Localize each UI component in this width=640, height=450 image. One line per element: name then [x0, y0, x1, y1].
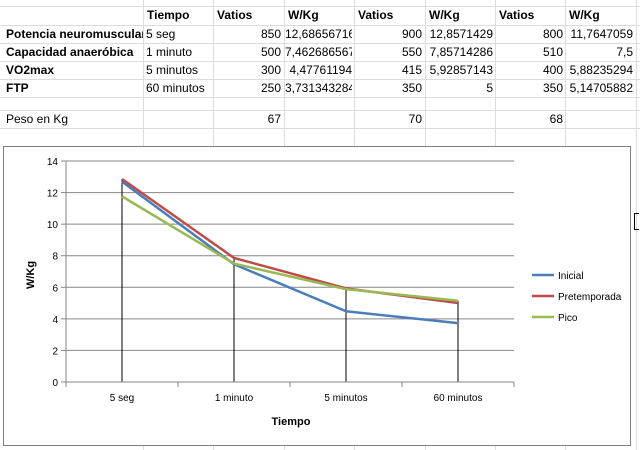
cell-vatios[interactable]: 510	[542, 45, 563, 59]
y-tick-label: 2	[52, 346, 58, 357]
x-tick-label: 5 minutos	[324, 393, 367, 404]
cell-wkg[interactable]: 7,462686567	[285, 45, 352, 59]
cursor-bracket-icon	[634, 213, 639, 230]
cell-wkg[interactable]: 7,5	[616, 45, 633, 59]
cell-wkg[interactable]: 5,88235294	[569, 63, 633, 77]
header-vatios-2[interactable]: Vatios	[358, 8, 394, 22]
chart-legend: Inicial Pretemporada Pico	[532, 271, 622, 324]
cell-wkg[interactable]: 5,14705882	[569, 81, 633, 95]
peso-value[interactable]: 68	[549, 112, 563, 126]
cell-vatios[interactable]: 300	[260, 63, 281, 77]
cell-wkg[interactable]: 3,731343284	[285, 81, 352, 95]
row-divider	[0, 110, 640, 111]
row-divider	[0, 43, 640, 44]
y-tick-label: 6	[52, 283, 58, 294]
column-divider	[636, 0, 637, 450]
cell-tiempo[interactable]: 1 minuto	[146, 45, 193, 59]
header-wkg-1[interactable]: W/Kg	[288, 8, 319, 22]
cell-wkg[interactable]: 12,8571429	[429, 27, 493, 41]
x-tick-label: 60 minutos	[434, 393, 483, 404]
row-divider	[0, 128, 640, 129]
cell-vatios[interactable]: 250	[260, 81, 281, 95]
legend-label: Pretemporada	[558, 292, 622, 303]
cell-vatios[interactable]: 550	[401, 45, 422, 59]
row-label[interactable]: FTP	[6, 81, 29, 95]
cell-vatios[interactable]: 800	[542, 27, 563, 41]
row-label[interactable]: Potencia neuromuscular	[6, 27, 143, 41]
x-tick-label: 5 seg	[110, 393, 134, 404]
y-tick-label: 4	[52, 315, 58, 326]
cell-vatios[interactable]: 850	[260, 27, 281, 41]
series-line-pretemporada	[121, 177, 459, 305]
y-tick-label: 8	[52, 252, 58, 263]
cell-vatios[interactable]: 500	[260, 45, 281, 59]
cell-wkg[interactable]: 11,7647059	[570, 27, 633, 41]
cell-vatios[interactable]: 400	[542, 63, 563, 77]
cell-tiempo[interactable]: 5 minutos	[146, 63, 199, 77]
cell-wkg[interactable]: 7,85714286	[429, 45, 493, 59]
y-tick-label: 14	[47, 157, 59, 168]
row-divider	[0, 61, 640, 62]
cell-tiempo[interactable]: 5 seg	[146, 27, 176, 41]
row-divider	[0, 6, 640, 7]
y-tick-label: 0	[52, 378, 58, 389]
chart-series	[121, 177, 459, 325]
series-line-pico	[121, 195, 459, 302]
row-divider	[0, 79, 640, 80]
row-divider	[0, 97, 640, 98]
x-tick-label: 1 minuto	[215, 393, 254, 404]
chart-drop-lines	[121, 178, 459, 382]
cell-vatios[interactable]: 350	[401, 81, 422, 95]
header-vatios-1[interactable]: Vatios	[217, 8, 253, 22]
x-axis-label: Tiempo	[272, 416, 311, 428]
peso-value[interactable]: 67	[267, 112, 281, 126]
header-tiempo[interactable]: Tiempo	[147, 8, 190, 22]
legend-label: Inicial	[558, 271, 584, 282]
cell-wkg[interactable]: 5,92857143	[429, 63, 493, 77]
peso-label[interactable]: Peso en Kg	[6, 112, 69, 126]
peso-value[interactable]: 70	[408, 112, 422, 126]
header-vatios-3[interactable]: Vatios	[499, 8, 535, 22]
cell-tiempo[interactable]: 60 minutos	[146, 81, 205, 95]
y-tick-label: 10	[47, 220, 59, 231]
line-chart[interactable]: 0 2 4 6 8 10 12 14 5 seg 1 minuto 5 minutos 60 min…	[4, 147, 630, 445]
cell-vatios[interactable]: 415	[401, 63, 422, 77]
series-line-inicial	[121, 180, 459, 325]
chart-container[interactable]: 0 2 4 6 8 10 12 14 5 seg 1 minuto 5 minutos 60 min…	[3, 146, 631, 446]
legend-label: Pico	[558, 313, 578, 324]
row-divider	[0, 25, 640, 26]
cell-vatios[interactable]: 900	[401, 27, 422, 41]
header-wkg-3[interactable]: W/Kg	[569, 8, 600, 22]
y-tick-label: 12	[47, 189, 59, 200]
x-tick-labels: 5 seg 1 minuto 5 minutos 60 minutos	[110, 393, 483, 404]
cell-vatios[interactable]: 350	[542, 81, 563, 95]
cell-wkg[interactable]: 4,47761194	[289, 63, 352, 77]
chart-axes	[65, 161, 515, 387]
row-label[interactable]: VO2max	[6, 63, 55, 77]
cell-wkg[interactable]: 5	[486, 81, 493, 95]
header-wkg-2[interactable]: W/Kg	[429, 8, 460, 22]
row-label[interactable]: Capacidad anaeróbica	[6, 45, 134, 59]
cell-wkg[interactable]: 12,68656716	[285, 27, 352, 41]
y-tick-labels: 0 2 4 6 8 10 12 14	[47, 157, 59, 389]
y-axis-label: W/Kg	[25, 261, 37, 289]
